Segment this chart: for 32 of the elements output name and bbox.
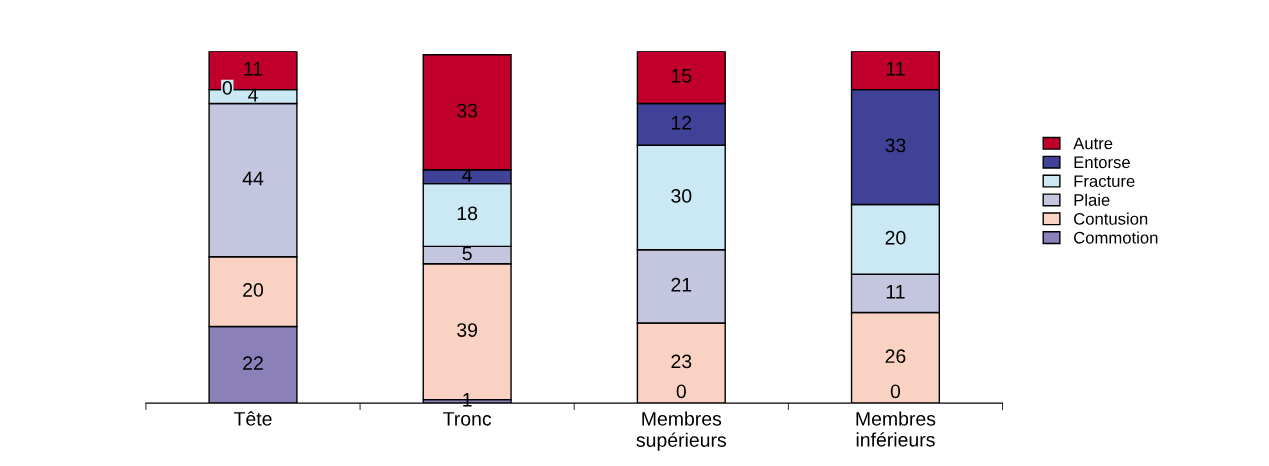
annotation: 0	[676, 384, 686, 399]
annotation: 0	[890, 384, 901, 399]
legend-label: Plaie	[1074, 193, 1110, 206]
x-tick-label: Tête	[233, 411, 272, 426]
legend-label: Fracture	[1074, 175, 1135, 188]
legend-label: Commotion	[1074, 231, 1158, 244]
x-tick-label: Tronc	[443, 412, 492, 426]
data-label: 22	[243, 356, 263, 370]
data-label: 33	[885, 138, 906, 153]
x-tick-label: Membres supérieurs	[636, 411, 726, 451]
data-label: 26	[885, 349, 906, 364]
data-label: 1	[463, 393, 472, 407]
data-label: 23	[671, 354, 692, 369]
data-label: 21	[671, 277, 692, 292]
annotation: 0	[222, 81, 232, 95]
data-label: 20	[243, 283, 264, 297]
legend-label: Entorse	[1074, 156, 1130, 169]
legend-label: Autre	[1073, 137, 1113, 150]
data-label: 15	[671, 69, 692, 83]
data-label: 11	[886, 62, 905, 76]
data-label: 5	[462, 246, 472, 261]
data-label: 44	[242, 171, 264, 186]
data-label: 18	[457, 206, 478, 221]
data-label: 20	[885, 230, 906, 245]
data-label: 33	[457, 103, 478, 118]
data-label: 12	[671, 115, 692, 130]
data-label: 11	[244, 62, 263, 76]
data-label: 11	[886, 285, 905, 299]
legend-label: Contusion	[1074, 212, 1148, 225]
data-label: 39	[457, 323, 478, 337]
data-label: 30	[671, 189, 692, 203]
x-tick-label: Membres inférieurs	[856, 411, 936, 447]
